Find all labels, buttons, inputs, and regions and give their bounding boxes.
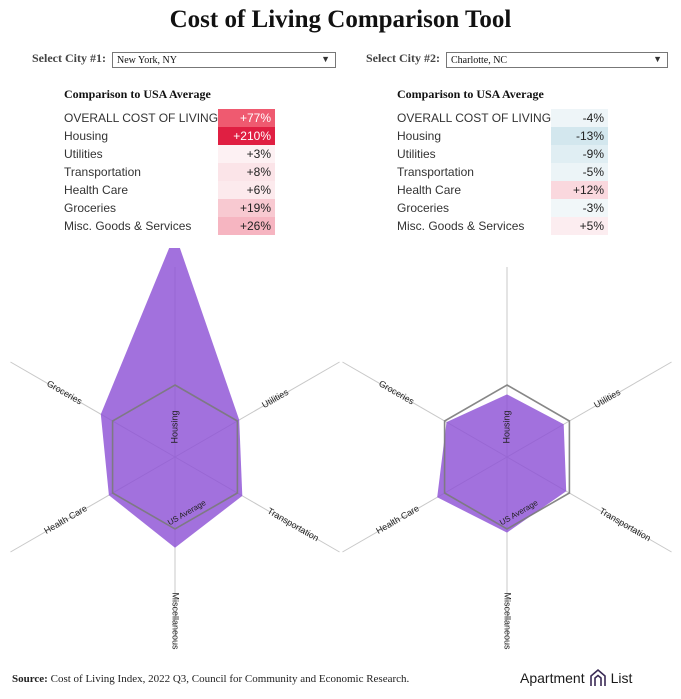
city1-row-value: +3% [218, 145, 275, 163]
city2-row-label: Housing [397, 129, 442, 143]
city1-row-value: +6% [218, 181, 275, 199]
city-data-polygon [100, 248, 243, 548]
city2-radar-chart: Housing Utilities Transportation Miscellane… [342, 267, 672, 650]
city2-row-value: -5% [551, 163, 608, 181]
city2-select-label: Select City #2: [366, 51, 440, 65]
city2-row-label: Health Care [397, 183, 462, 197]
city2-row-label: Groceries [397, 201, 450, 215]
city2-row-label: Transportation [397, 165, 474, 179]
city2-row-value: -9% [551, 145, 608, 163]
city1-row-value: +77% [218, 109, 275, 127]
city2-row-value: +12% [551, 181, 608, 199]
city1-table-header: Comparison to USA Average [64, 87, 211, 101]
city1-row-label: Health Care [64, 183, 129, 197]
radar-axis-label-health-care: Health Care [42, 503, 89, 536]
source-label: Source: [12, 673, 48, 685]
city2-row-label: Utilities [397, 147, 436, 161]
city1-row-label: Groceries [64, 201, 117, 215]
city2-selected-value: Charlotte, NC [451, 55, 508, 66]
city1-row-value: +210% [218, 127, 275, 145]
city1-select[interactable]: New York, NY ▼ [112, 52, 336, 68]
us-average-hexagon [111, 384, 239, 530]
radar-axis-label-utilities: Utilities [592, 387, 623, 410]
city1-row-value: +26% [218, 217, 275, 235]
source-text: Cost of Living Index, 2022 Q3, Council f… [47, 673, 410, 685]
city1-row-label: Transportation [64, 165, 141, 179]
city1-row-label: Utilities [64, 147, 103, 161]
chevron-down-icon: ▼ [653, 54, 662, 64]
radar-axis-label-utilities: Utilities [260, 387, 291, 410]
brand-suffix: List [610, 670, 633, 686]
city1-row-value: +19% [218, 199, 275, 217]
city1-row-label: OVERALL COST OF LIVING [64, 111, 219, 125]
city2-select[interactable]: Charlotte, NC ▼ [446, 52, 668, 68]
brand-name: Apartment [520, 670, 585, 686]
city1-row-label: Misc. Goods & Services [64, 219, 192, 233]
city1-select-label: Select City #1: [32, 51, 106, 65]
source-note: Source: Cost of Living Index, 2022 Q3, C… [12, 673, 409, 685]
radar-axis-label-housing: Housing [169, 410, 179, 443]
radar-axis-label-groceries: Groceries [377, 378, 416, 406]
radar-axis-label-groceries: Groceries [45, 378, 84, 406]
radar-axis-label-miscellaneous: Miscellaneous [503, 592, 513, 650]
radar-axis-label-transportation: Transportation [266, 506, 321, 544]
city2-row-value: +5% [551, 217, 608, 235]
city2-row-label: Misc. Goods & Services [397, 219, 525, 233]
city1-radar-chart: Housing Utilities Transportation Miscellane… [10, 248, 340, 650]
city2-row-value: -13% [551, 127, 608, 145]
apartment-list-logo-icon [589, 668, 606, 686]
city2-row-value: -4% [551, 109, 608, 127]
radar-axis-label-transportation: Transportation [598, 506, 653, 544]
radar-axis-label-health-care: Health Care [374, 503, 421, 536]
city2-table-header: Comparison to USA Average [397, 87, 544, 101]
brand-logo[interactable]: Apartment List [520, 668, 632, 688]
radar-axis-label-miscellaneous: Miscellaneous [171, 592, 181, 650]
city1-row-value: +8% [218, 163, 275, 181]
city1-selected-value: New York, NY [117, 55, 178, 66]
city2-row-label: OVERALL COST OF LIVING [397, 111, 552, 125]
chevron-down-icon: ▼ [321, 54, 330, 64]
city2-row-value: -3% [551, 199, 608, 217]
city1-row-label: Housing [64, 129, 109, 143]
us-average-hexagon [443, 384, 571, 530]
radar-axis-label-housing: Housing [501, 410, 511, 443]
page-title: Cost of Living Comparison Tool [169, 6, 512, 33]
city-data-polygon [437, 394, 567, 533]
